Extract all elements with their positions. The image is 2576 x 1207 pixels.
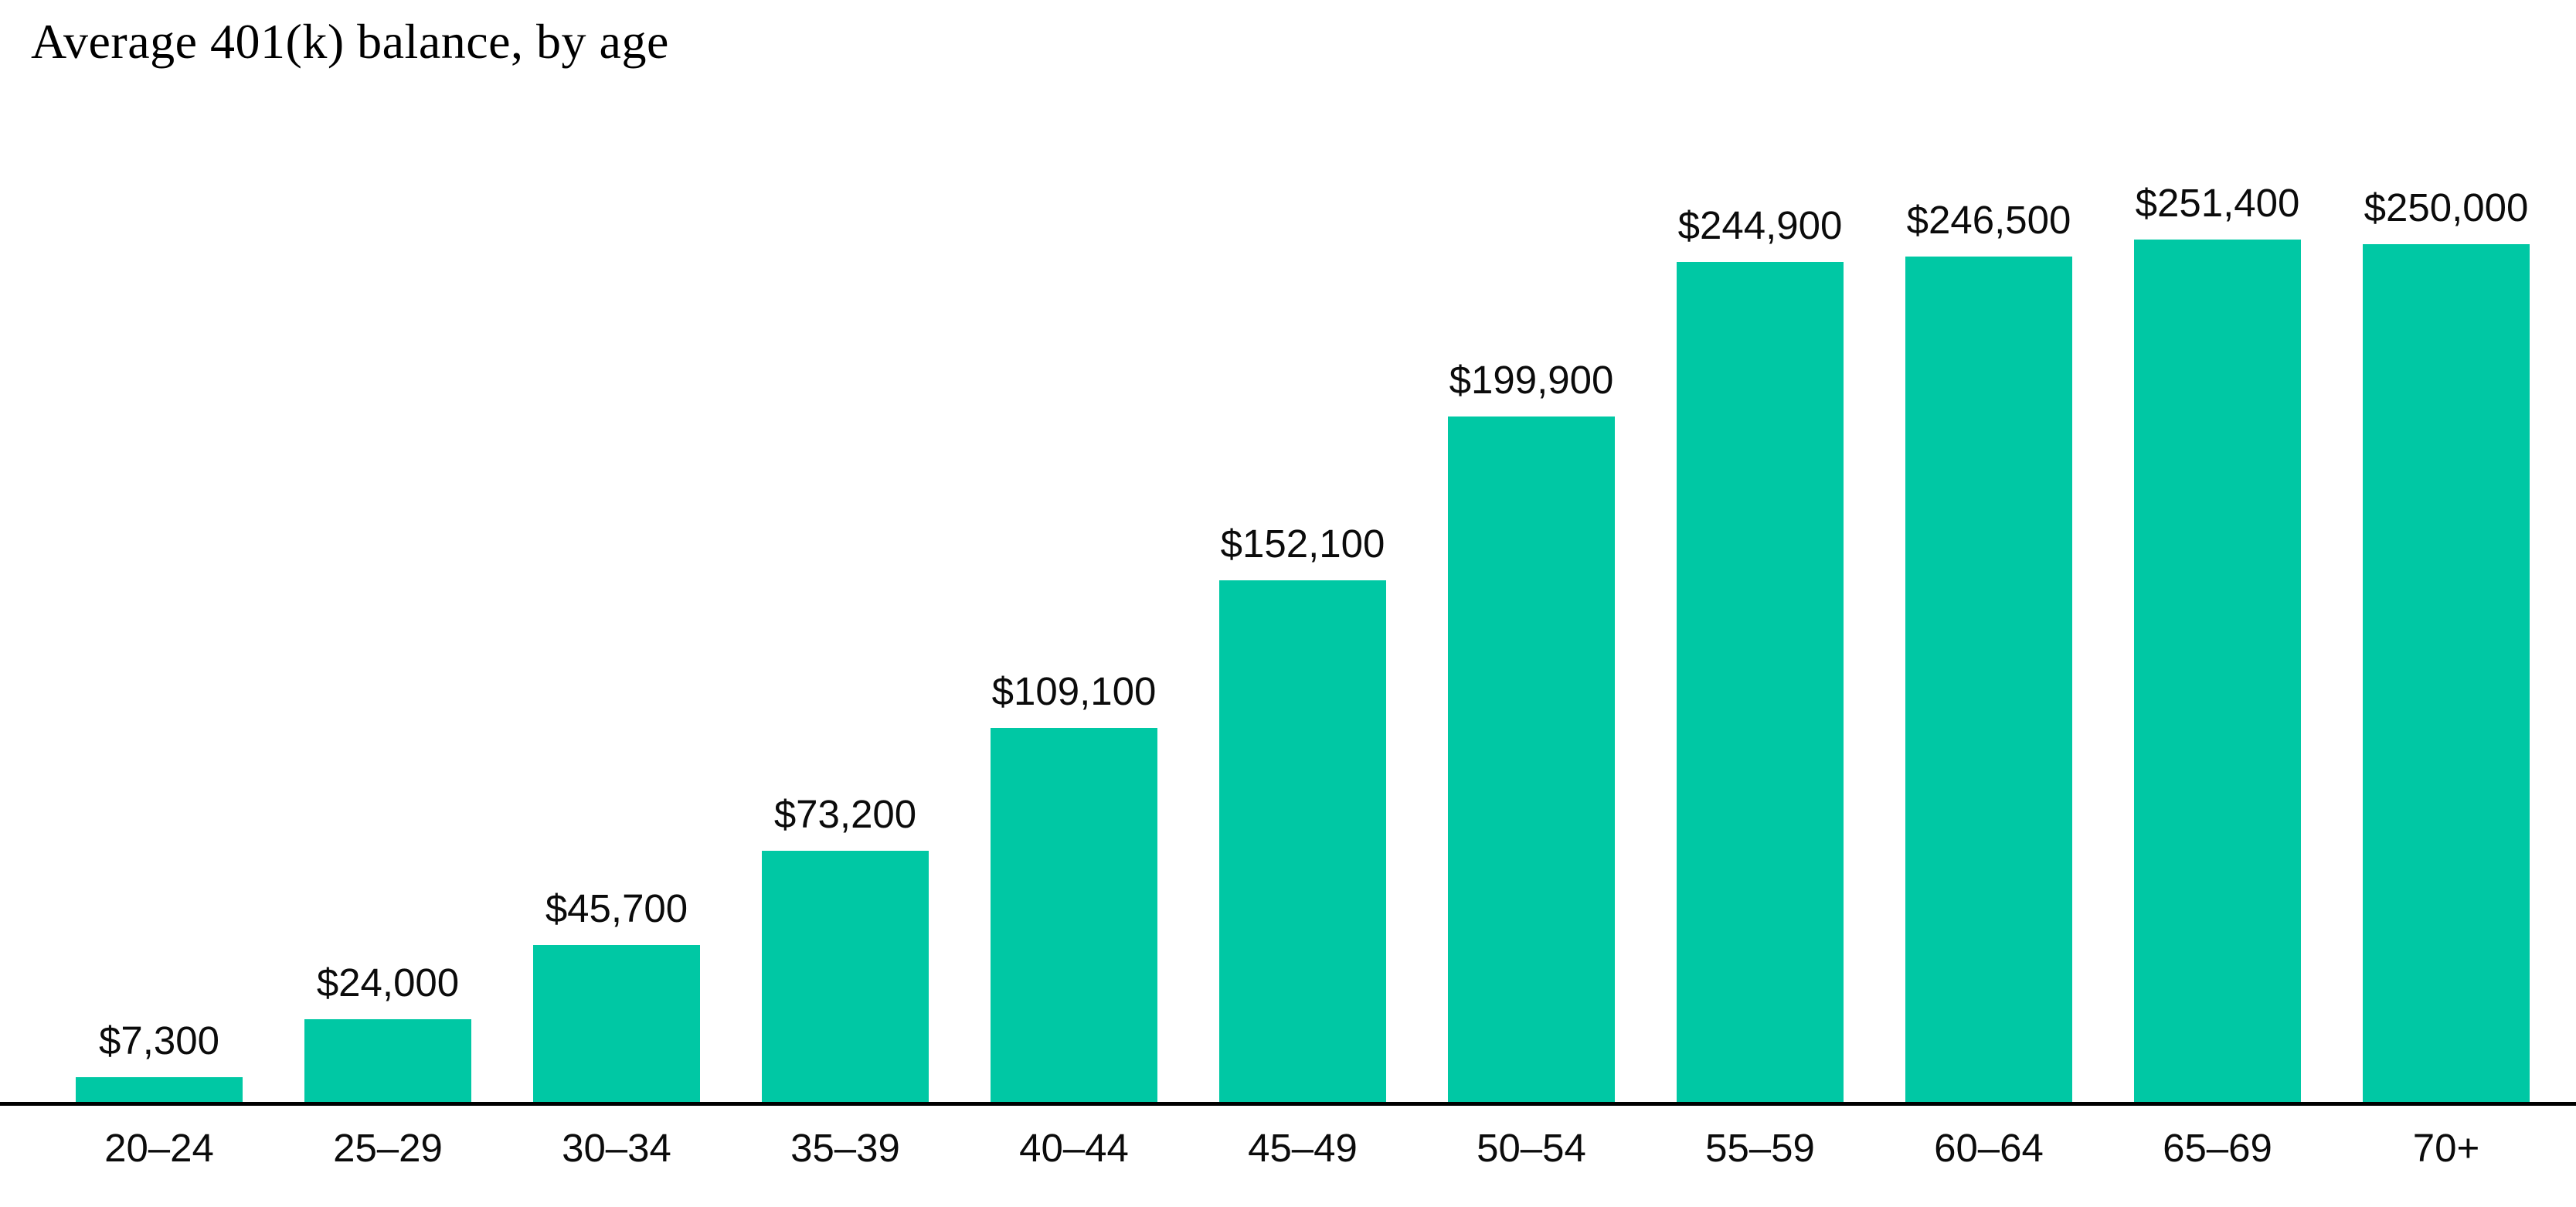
bar-value-label: $7,300 — [99, 1018, 219, 1062]
bar-group: $199,900 — [1417, 0, 1646, 1102]
bar-group: $246,500 — [1874, 0, 2103, 1102]
bar-group: $45,700 — [502, 0, 731, 1102]
bar — [304, 1019, 471, 1102]
bar — [1677, 262, 1844, 1102]
bar — [1905, 257, 2072, 1102]
bar-value-label: $244,900 — [1677, 203, 1843, 247]
x-axis-label: 70+ — [2412, 1126, 2480, 1170]
plot-area: $7,300 $24,000 $45,700 $73,200 $109,100 $152,… — [45, 0, 2561, 1102]
x-axis-label: 55–59 — [1705, 1126, 1815, 1170]
bar — [1219, 580, 1386, 1102]
x-axis-label: 20–24 — [104, 1126, 214, 1170]
bar-group: $7,300 — [45, 0, 274, 1102]
bar-group: $109,100 — [960, 0, 1188, 1102]
bar-group: $251,400 — [2103, 0, 2332, 1102]
bar — [533, 945, 700, 1102]
bar-value-label: $250,000 — [2364, 185, 2529, 230]
x-axis-label: 35–39 — [790, 1126, 900, 1170]
bar-value-label: $45,700 — [545, 886, 688, 930]
x-axis-label: 60–64 — [1934, 1126, 2044, 1170]
x-axis-label: 25–29 — [333, 1126, 443, 1170]
bar — [762, 851, 929, 1102]
x-axis-label: 40–44 — [1019, 1126, 1129, 1170]
bar — [2363, 244, 2530, 1102]
bar-group: $73,200 — [731, 0, 960, 1102]
x-axis-line — [0, 1102, 2576, 1106]
x-axis-label: 45–49 — [1248, 1126, 1358, 1170]
x-axis-labels-row: 20–24 25–29 30–34 35–39 40–44 45–49 50–54 55–59… — [45, 1128, 2561, 1168]
bar — [2134, 240, 2301, 1102]
bar-value-label: $246,500 — [1906, 198, 2071, 242]
bar — [991, 728, 1157, 1102]
bar-group: $152,100 — [1188, 0, 1417, 1102]
bar-value-label: $152,100 — [1220, 522, 1385, 566]
x-axis-label: 65–69 — [2163, 1126, 2272, 1170]
bar-value-label: $109,100 — [991, 669, 1157, 713]
bar-group: $244,900 — [1646, 0, 1874, 1102]
bar-value-label: $199,900 — [1449, 358, 1614, 402]
bar — [1448, 416, 1615, 1102]
bar-group: $250,000 — [2332, 0, 2561, 1102]
x-axis-label: 30–34 — [562, 1126, 671, 1170]
bar-value-label: $24,000 — [316, 960, 460, 1005]
bar-value-label: $251,400 — [2135, 181, 2300, 225]
bar-value-label: $73,200 — [773, 792, 917, 836]
bar — [76, 1077, 243, 1102]
bar-group: $24,000 — [274, 0, 502, 1102]
x-axis-label: 50–54 — [1477, 1126, 1586, 1170]
chart-title: Average 401(k) balance, by age — [31, 14, 669, 69]
